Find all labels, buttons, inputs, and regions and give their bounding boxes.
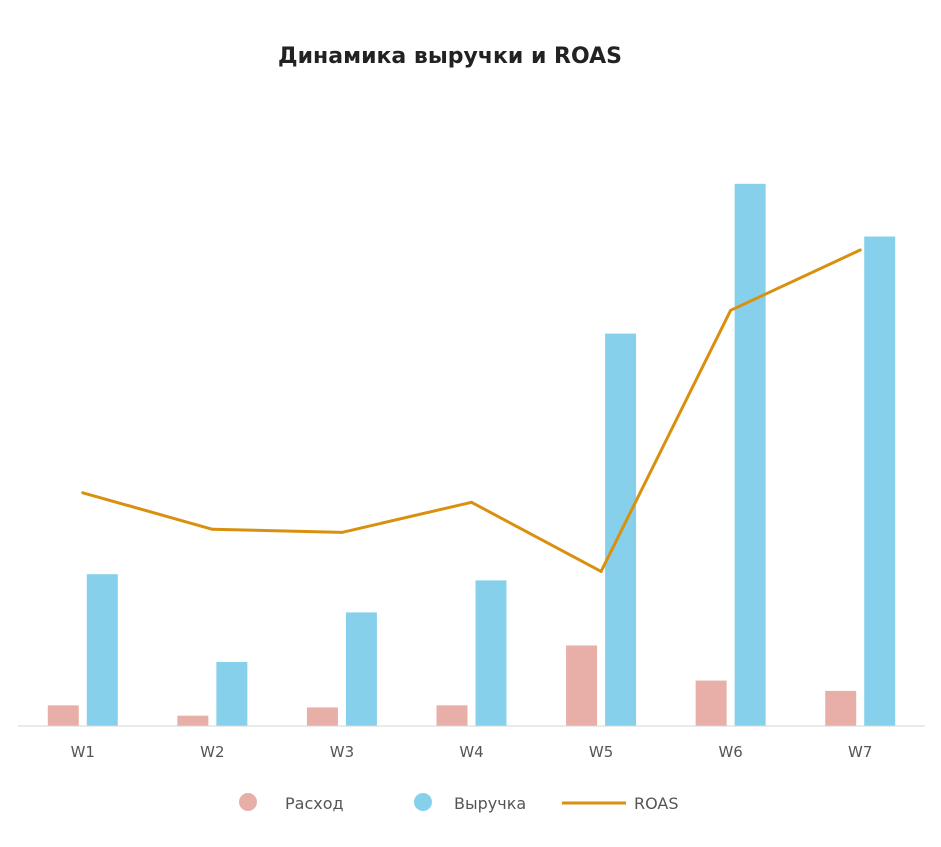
bars [47, 183, 896, 726]
x-tick-label: W7 [848, 743, 872, 761]
legend-label: ROAS [634, 794, 679, 813]
x-axis-ticks: W1 W2 W3 W4 W5 W6 W7 [71, 743, 873, 761]
roas-point-W2 [210, 527, 214, 531]
roas-line-layer [81, 248, 862, 573]
bar-Выручка-W4 [475, 580, 507, 726]
chart-title: Динамика выручки и ROAS [278, 44, 622, 69]
legend-item-Выручка[interactable]: Выручка [414, 793, 526, 813]
x-tick-label: W4 [459, 743, 483, 761]
bar-Расход-W1 [47, 705, 79, 726]
legend-label: Выручка [454, 794, 526, 813]
roas-point-W6 [729, 308, 733, 312]
bar-Расход-W6 [695, 680, 727, 726]
roas-point-W4 [470, 500, 473, 504]
bar-Выручка-W2 [216, 661, 248, 726]
legend[interactable]: Расход Выручка ROAS [239, 793, 679, 813]
roas-point-W7 [858, 248, 862, 252]
bar-Расход-W3 [306, 707, 338, 726]
legend-circle-swatch [239, 793, 257, 811]
legend-circle-swatch [414, 793, 432, 811]
legend-label: Расход [285, 794, 344, 813]
bar-Выручка-W3 [345, 612, 377, 726]
x-tick-label: W5 [589, 743, 613, 761]
x-tick-label: W2 [200, 743, 224, 761]
x-tick-label: W3 [330, 743, 354, 761]
bar-Расход-W2 [177, 715, 209, 726]
bar-Расход-W7 [825, 690, 857, 726]
bar-Расход-W5 [566, 645, 598, 726]
x-tick-label: W6 [718, 743, 742, 761]
roas-point-W3 [340, 530, 344, 534]
legend-item-ROAS[interactable]: ROAS [562, 794, 679, 813]
bar-Выручка-W6 [734, 183, 766, 726]
legend-item-Расход[interactable]: Расход [239, 793, 344, 813]
x-tick-label: W1 [71, 743, 95, 761]
roas-point-W5 [599, 569, 603, 573]
bar-Выручка-W1 [86, 574, 118, 726]
bar-Расход-W4 [436, 705, 468, 726]
bar-Выручка-W7 [864, 236, 896, 726]
roas-point-W1 [81, 491, 85, 495]
